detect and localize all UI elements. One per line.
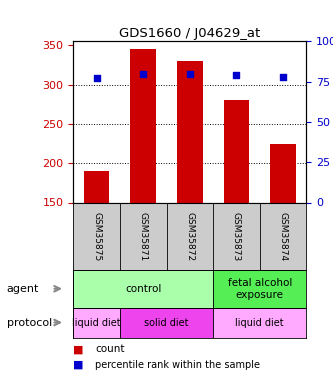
Bar xyxy=(73,270,213,308)
Bar xyxy=(84,171,110,202)
Text: protocol: protocol xyxy=(7,318,52,327)
Bar xyxy=(224,100,249,202)
Text: percentile rank within the sample: percentile rank within the sample xyxy=(95,360,260,369)
Text: count: count xyxy=(95,344,125,354)
Text: fetal alcohol
exposure: fetal alcohol exposure xyxy=(227,278,292,300)
Text: solid diet: solid diet xyxy=(144,318,189,327)
Point xyxy=(234,72,239,78)
Text: GSM35871: GSM35871 xyxy=(139,211,148,261)
Text: control: control xyxy=(125,284,162,294)
Text: liquid diet: liquid diet xyxy=(72,318,121,327)
Bar xyxy=(73,308,120,338)
Bar xyxy=(131,49,156,202)
Text: GSM35875: GSM35875 xyxy=(92,211,101,261)
Bar xyxy=(213,308,306,338)
Text: GSM35874: GSM35874 xyxy=(278,211,288,261)
Text: ■: ■ xyxy=(73,344,84,354)
Bar xyxy=(270,144,296,202)
Point xyxy=(94,75,99,81)
Bar xyxy=(177,61,203,202)
Text: agent: agent xyxy=(7,284,39,294)
Text: ■: ■ xyxy=(73,360,84,369)
Title: GDS1660 / J04629_at: GDS1660 / J04629_at xyxy=(119,27,260,40)
Text: GSM35872: GSM35872 xyxy=(185,211,194,261)
Bar xyxy=(120,308,213,338)
Point xyxy=(187,70,192,76)
Bar xyxy=(213,270,306,308)
Text: liquid diet: liquid diet xyxy=(235,318,284,327)
Text: GSM35873: GSM35873 xyxy=(232,211,241,261)
Point xyxy=(141,70,146,76)
Point xyxy=(280,74,286,80)
